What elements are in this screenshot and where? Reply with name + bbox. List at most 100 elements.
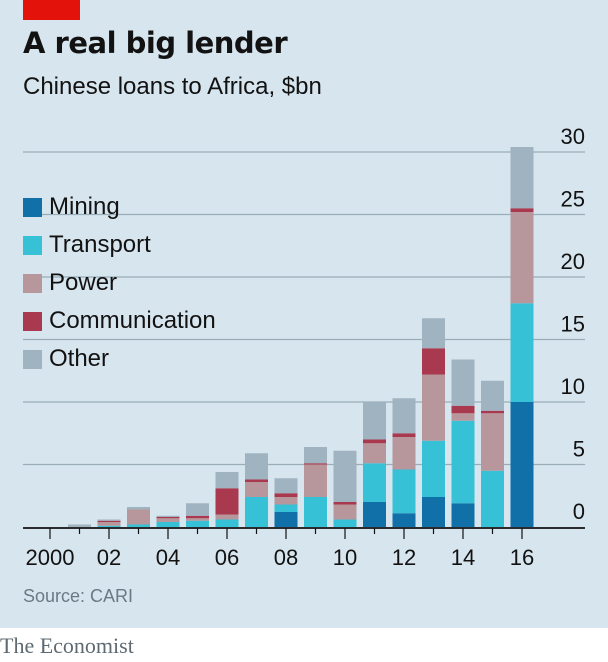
legend-item-communication: Communication [23,302,216,340]
bar-segment-communication-2012 [392,433,416,437]
bar-segment-communication-2009 [304,463,327,465]
y-tick-label: 20 [561,249,585,274]
bar-segment-power-2013 [422,374,445,441]
bar-segment-communication-2008 [274,493,298,497]
bar-segment-other-2004 [156,515,180,517]
y-tick-label: 25 [561,187,585,212]
bar-segment-other-2001 [68,524,91,527]
bar-segment-other-2006 [215,472,239,489]
bar-segment-transport-2015 [481,470,504,527]
x-tick-label: 14 [451,545,475,570]
bar-segment-power-2003 [127,509,150,525]
legend-item-other: Other [23,340,216,378]
bar-segment-power-2005 [186,518,209,521]
legend-label: Communication [49,307,216,334]
bar-segment-mining-2016 [510,402,534,527]
legend-label: Power [49,269,118,296]
bar-segment-communication-2004 [156,517,180,519]
bar-segment-other-2008 [274,478,298,494]
stacked-bar-chart: 0 5 10 15 20 25 30 2000 02 04 06 08 10 12 14 16 [23,124,585,570]
economist-logo-text: The Economist [0,633,134,658]
bar-segment-other-2010 [333,450,357,502]
bar-segment-transport-2009 [304,497,327,527]
bar-segment-power-2016 [510,212,534,304]
bar-segment-transport-2002 [97,525,121,527]
bar-segment-transport-2005 [186,520,209,527]
bar-segment-transport-2004 [156,522,180,527]
bar-segment-mining-2012 [392,513,416,527]
bar-segment-other-2007 [245,453,268,480]
legend-swatch [23,349,42,369]
bar-segment-transport-2003 [127,524,150,527]
x-tick-label: 12 [392,545,416,570]
bar-segment-communication-2016 [510,208,534,212]
legend-item-power: Power [23,264,216,302]
bar-segment-power-2010 [333,504,357,520]
y-tick-label: 0 [573,499,585,524]
x-tick-label: 04 [156,545,180,570]
bar-segment-mining-2014 [451,503,475,527]
x-tick-label: 2000 [26,545,75,570]
bar-segment-power-2015 [481,413,504,471]
y-tick-label: 5 [573,437,585,462]
bar-segment-other-2003 [127,507,150,510]
bar-segment-transport-2012 [392,469,416,514]
source-note: Source: CARI [23,586,134,606]
bar-segment-mining-2011 [363,502,386,527]
legend-swatch [23,311,42,331]
bar-segment-other-2016 [510,147,534,209]
x-tick-label: 02 [97,545,121,570]
economist-red-tab [23,0,80,20]
bar-segment-communication-2005 [186,515,209,519]
bar-segment-mining-2013 [422,497,445,527]
y-tick-label: 30 [561,124,585,149]
bar-segment-other-2015 [481,380,504,411]
bar-segment-transport-2014 [451,420,475,504]
bar-segment-other-2013 [422,318,445,349]
bar-segment-other-2012 [392,398,416,434]
bar-segment-other-2011 [363,402,386,440]
bar-segment-power-2006 [215,514,239,520]
y-tick-label: 15 [561,312,585,337]
x-tick-label: 08 [274,545,298,570]
bar-segment-power-2012 [392,437,416,470]
y-tick-label: 10 [561,374,585,399]
bar-segment-communication-2013 [422,348,445,375]
bar-segment-communication-2002 [97,520,121,522]
x-tick-label: 06 [215,545,239,570]
legend-swatch [23,235,42,255]
legend-label: Other [49,345,110,372]
bar-segment-power-2007 [245,482,268,497]
bar-segment-power-2002 [97,522,121,526]
chart-title: A real big lender [23,26,288,60]
bar-segment-other-2002 [97,519,121,521]
legend-item-mining: Mining [23,188,216,226]
legend-item-transport: Transport [23,226,216,264]
chart-subtitle: Chinese loans to Africa, $bn [23,73,322,100]
legend-label: Mining [49,193,120,220]
bar-segment-other-2014 [451,359,475,406]
bar-segment-communication-2014 [451,405,475,414]
bar-segment-transport-2007 [245,497,268,527]
bar-segment-mining-2008 [274,512,298,527]
bar-segment-power-2014 [451,413,475,421]
bar-segment-transport-2011 [363,463,386,502]
chart-legend: Mining Transport Power Communication Other [23,188,216,378]
bar-segment-communication-2010 [333,502,357,505]
bar-segment-communication-2011 [363,439,386,444]
x-tick-label: 10 [333,545,357,570]
legend-label: Transport [49,231,151,258]
bar-segment-transport-2008 [274,504,298,512]
bar-segment-transport-2013 [422,440,445,497]
bar-segment-power-2009 [304,464,327,497]
x-tick-label: 16 [510,545,534,570]
legend-swatch [23,197,42,217]
bar-segment-transport-2016 [510,303,534,402]
bar-segment-communication-2006 [215,488,239,515]
bar-segment-power-2008 [274,497,298,505]
bar-segment-communication-2007 [245,479,268,482]
bar-segment-other-2005 [186,503,209,516]
bar-segment-transport-2006 [215,519,239,527]
bar-segment-other-2009 [304,447,327,464]
bar-segment-power-2004 [156,518,180,522]
